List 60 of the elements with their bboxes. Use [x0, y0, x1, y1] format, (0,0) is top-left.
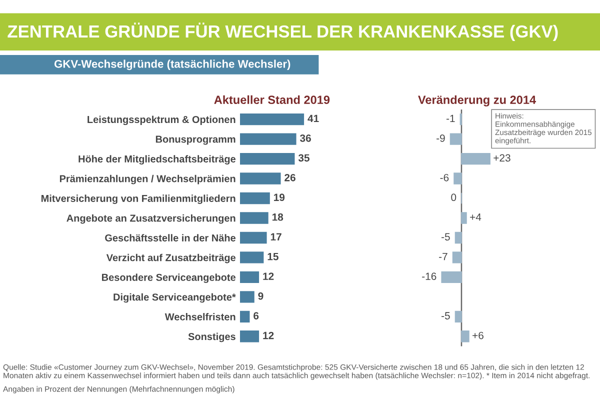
y-tick-label: Leistungsspektrum & Optionen: [88, 116, 236, 126]
data-label: 0: [451, 194, 456, 202]
bar: [441, 271, 462, 284]
data-label: 35: [298, 154, 310, 162]
bar: [240, 113, 304, 126]
y-tick-label: Bonusprogramm: [156, 136, 236, 145]
y-tick-label: Sonstiges: [188, 332, 236, 342]
y-tick-label: Verzicht auf Zusatzbeiträge: [106, 254, 236, 264]
bar: [461, 330, 470, 342]
y-tick-label: Prämienzahlungen / Wechselprämien: [60, 174, 236, 184]
bar: [240, 330, 260, 342]
bar: [454, 310, 462, 323]
bar: [240, 252, 264, 264]
y-tick-label: Digitale Serviceangebote*: [114, 293, 236, 303]
data-label: 18: [272, 213, 284, 221]
data-label: 17: [270, 233, 282, 240]
bar: [240, 192, 270, 204]
data-label: 9: [258, 292, 264, 300]
bar: [454, 172, 462, 184]
data-label: -1: [446, 114, 455, 122]
bar: [240, 133, 296, 145]
data-label: 19: [274, 194, 285, 202]
bar: [452, 252, 462, 264]
bar: [461, 212, 467, 224]
data-label: +4: [470, 214, 482, 221]
bar: [450, 133, 462, 145]
chart-title: ZENTRALE GRÜNDE FÜR WECHSEL DER KRANKENKASSE (GKV): [8, 22, 558, 42]
data-label: 41: [308, 114, 319, 122]
y-tick-label: Mitversicherung von Familienmitgliedern: [41, 194, 236, 204]
bar: [454, 232, 462, 244]
bar: [240, 271, 260, 284]
bar: [240, 291, 254, 303]
chart-subtitle: GKV-Wechselgründe (tatsächliche Wechsler): [54, 60, 290, 70]
y-tick-label: Besondere Serviceangebote: [102, 274, 236, 283]
bar: [240, 232, 267, 244]
data-label: -6: [440, 174, 449, 182]
data-label: -16: [422, 272, 436, 280]
y-tick-label: Geschäftsstelle in der Nähe: [105, 234, 236, 242]
data-label: +6: [472, 332, 484, 340]
bar: [240, 212, 268, 224]
bar: [240, 310, 250, 323]
x-axis-title: Aktueller Stand 2019: [214, 95, 330, 104]
data-label: 12: [263, 332, 274, 340]
y-tick-label: Wechselfristen: [164, 313, 236, 320]
y-tick-label: Angebote an Zusatzversicherungen: [66, 214, 236, 224]
bar: [240, 172, 281, 184]
bar: [461, 152, 490, 165]
data-label: -9: [436, 134, 445, 142]
y-tick-label: Höhe der Mitgliedschaftsbeiträge: [78, 155, 236, 165]
data-label: -5: [442, 312, 450, 320]
data-label: 15: [268, 252, 278, 260]
data-label: -5: [442, 233, 450, 241]
data-label: -7: [439, 252, 448, 260]
data-label: 26: [284, 174, 296, 182]
data-label: 36: [300, 134, 311, 142]
data-label: +23: [494, 154, 510, 162]
x-axis-title: Veränderung zu 2014: [418, 95, 536, 106]
data-label: 6: [254, 312, 259, 320]
bar: [240, 152, 295, 165]
data-label: 12: [263, 272, 274, 280]
